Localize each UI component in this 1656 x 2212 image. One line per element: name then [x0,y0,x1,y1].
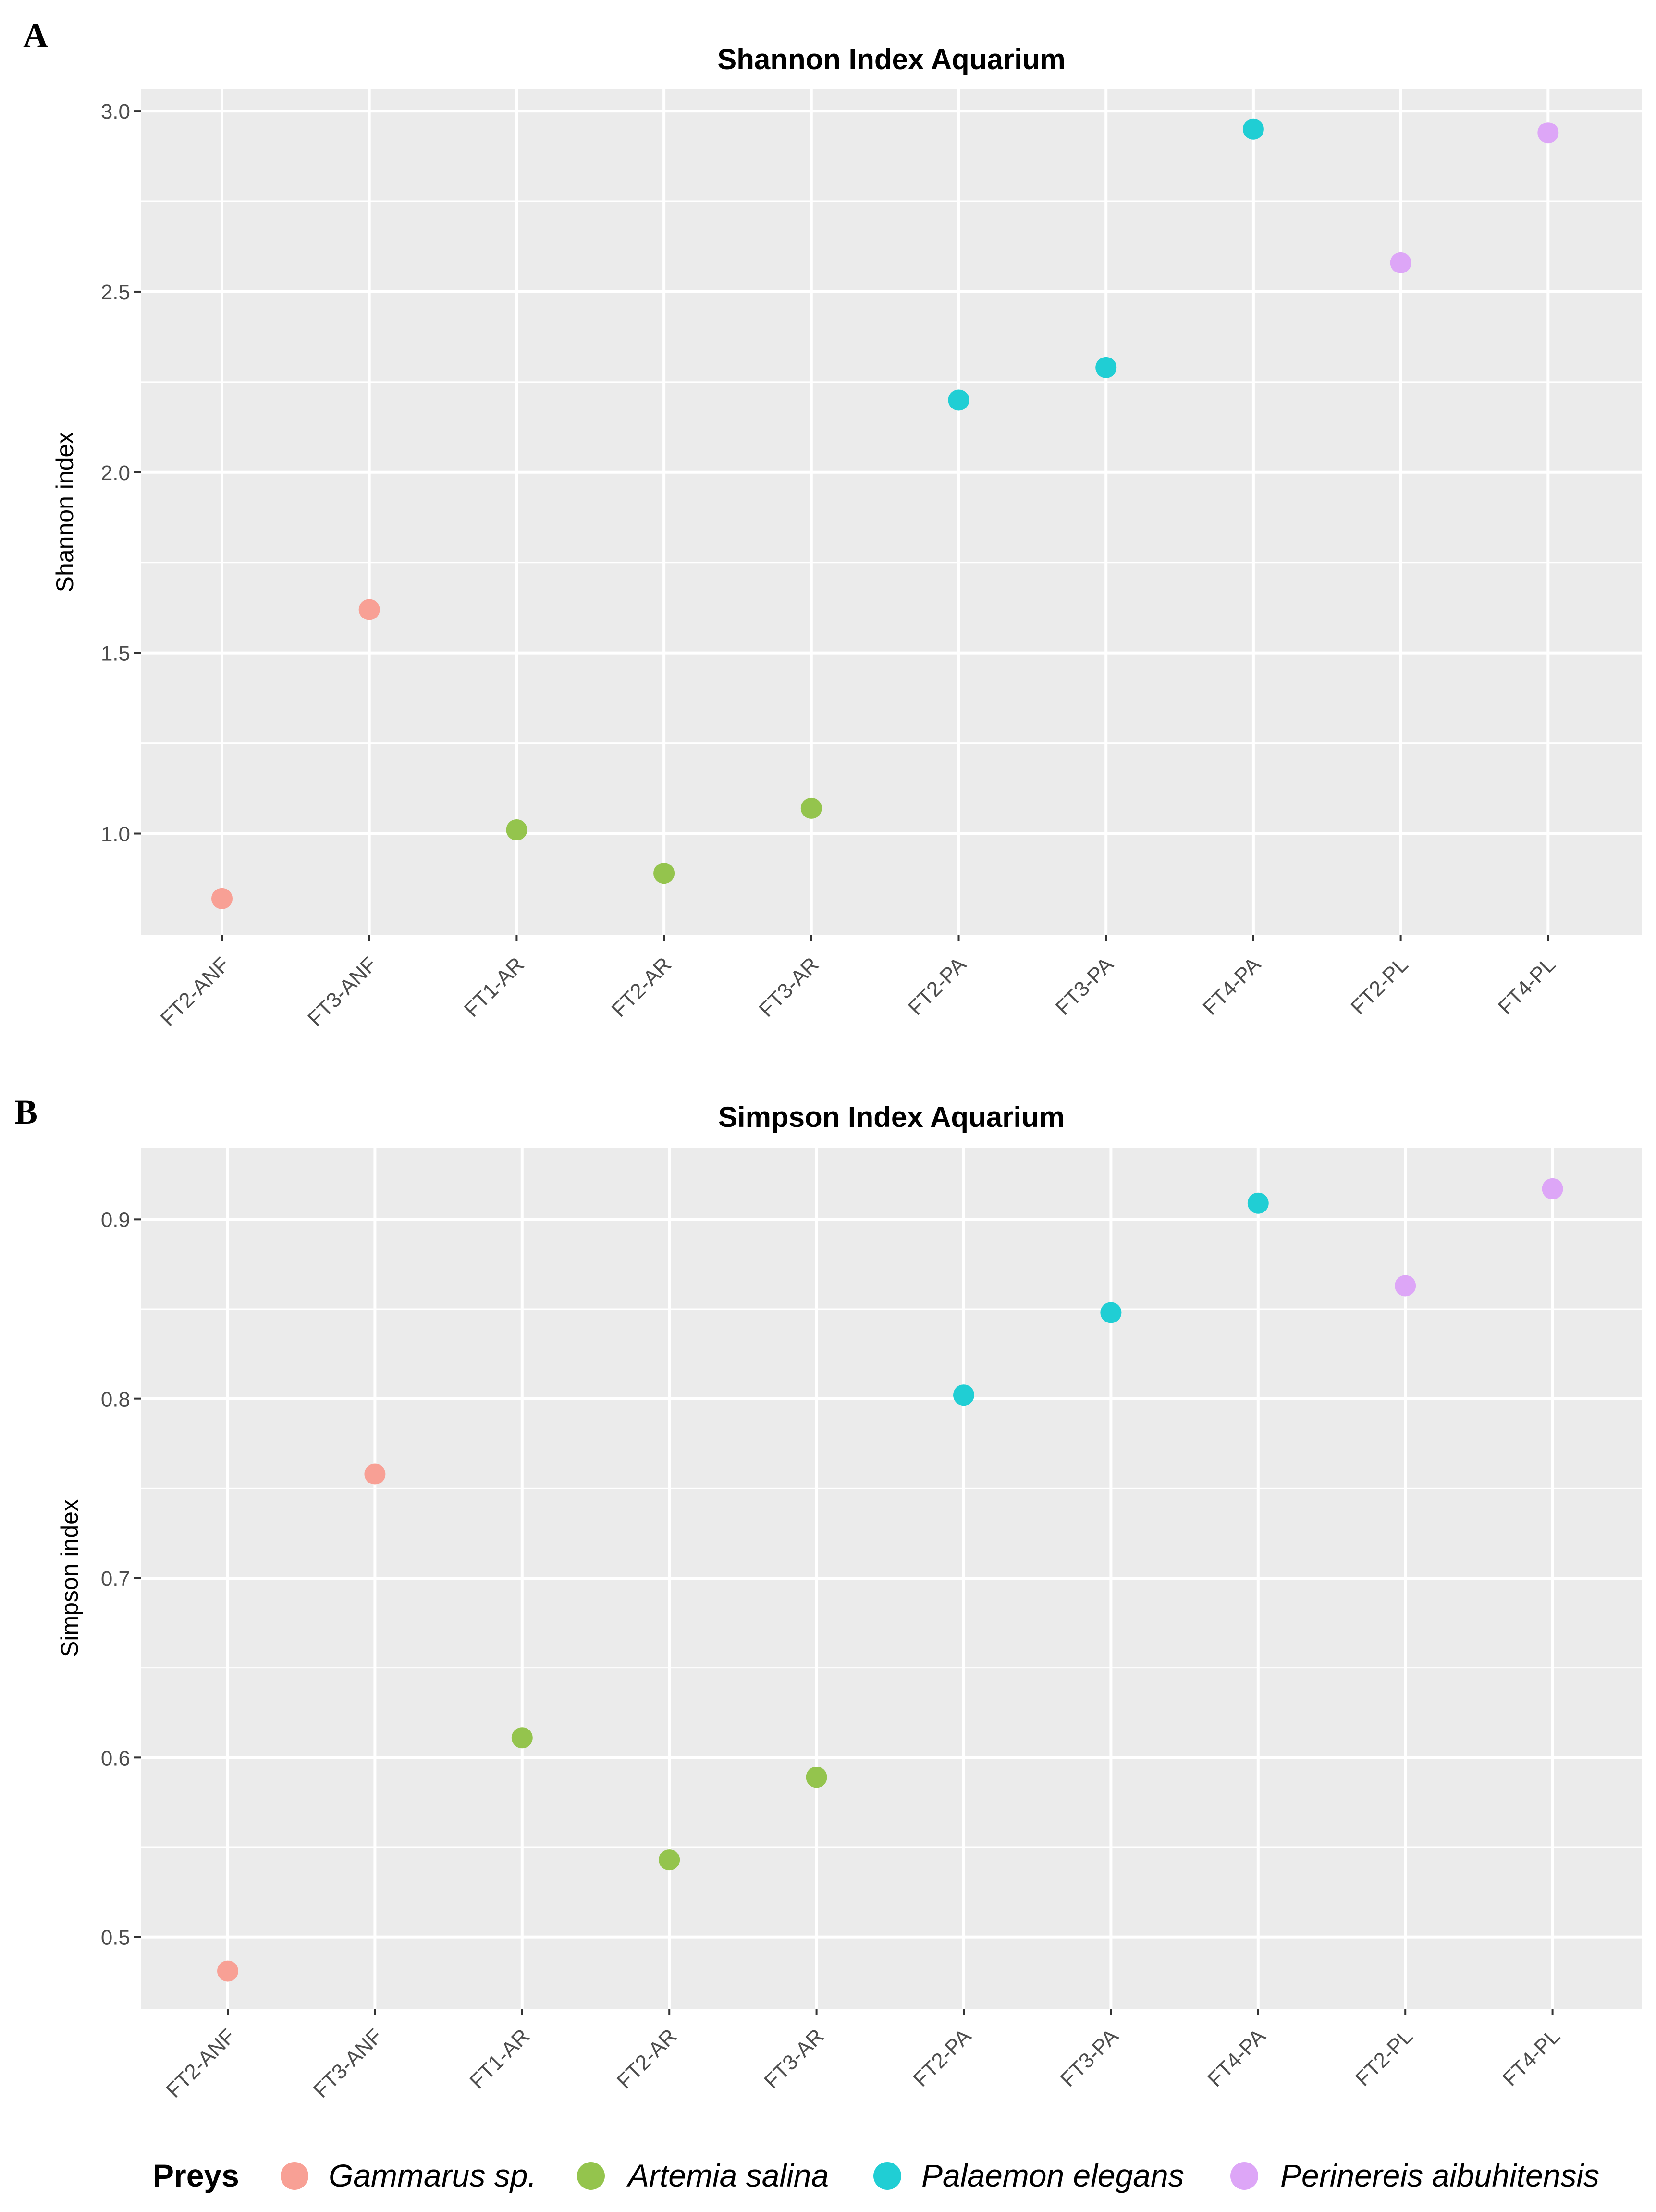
legend-key-gammarus [281,2162,308,2190]
y-tick-label: 0.5 [101,1926,130,1950]
data-point [653,863,675,884]
legend-label-perinereis: Perinereis aibuhitensis [1280,2158,1599,2193]
legend: Preys Gammarus sp. Artemia salina Palaem… [153,2158,1599,2193]
data-point [358,599,380,620]
y-tick-label: 1.5 [101,642,130,666]
data-point [1095,357,1117,378]
legend-key-perinereis [1230,2162,1258,2190]
legend-key-artemia [577,2162,605,2190]
x-tick-label: FT4-PL [1494,952,1560,1019]
data-point [800,797,822,819]
y-tick-label: 3.0 [101,100,130,124]
chart-panel-b: B Simpson Index Aquarium 0.5 0.6 0.7 0.8 0.9 FT… [14,1093,1642,2102]
chart-panel-a: A Shannon Index Aquarium 1.0 1.5 2.0 2.5 3.0 FT… [23,16,1642,1031]
data-point [806,1767,827,1788]
data-point [506,819,527,841]
y-tick-label: 1.0 [101,823,130,846]
chart-title: Simpson Index Aquarium [718,1101,1065,1133]
x-tick-label: FT2-ANF [156,952,234,1031]
y-tick-label: 0.7 [101,1567,130,1591]
data-point [948,389,969,411]
x-tick-label: FT4-PA [1198,952,1265,1020]
legend-label-palaemon: Palaemon elegans [921,2158,1184,2193]
legend-label-artemia: Artemia salina [626,2158,829,2193]
plot-background [141,89,1642,935]
x-tick-label: FT2-PA [909,2024,976,2091]
x-tick-label: FT3-ANF [303,952,381,1031]
x-tick-label: FT2-AR [607,952,676,1022]
x-tick-label: FT1-AR [460,952,529,1022]
legend-key-palaemon [873,2162,901,2190]
x-tick-label: FT3-PA [1056,2024,1123,2091]
data-point [1395,1275,1416,1297]
data-point [1242,118,1264,140]
x-tick-label: FT4-PA [1203,2024,1270,2091]
x-tick-label: FT1-AR [465,2024,534,2093]
data-point [1390,252,1411,273]
chart-panels: A Shannon Index Aquarium 1.0 1.5 2.0 2.5 3.0 FT… [14,16,1642,2102]
y-tick-label: 2.0 [101,461,130,485]
data-point [364,1463,386,1485]
chart-title: Shannon Index Aquarium [717,43,1065,75]
data-point [1537,122,1559,144]
y-tick-label: 0.8 [101,1388,130,1411]
x-tick-label: FT3-AR [754,952,823,1022]
y-axis-label: Simpson index [56,1499,83,1657]
x-tick-label: FT2-PA [904,952,971,1020]
x-tick-label: FT3-PA [1051,952,1118,1020]
data-point [1100,1302,1122,1323]
data-point [217,1960,238,1982]
y-axis-label: Shannon index [51,432,78,593]
x-tick-label: FT4-PL [1498,2024,1564,2090]
x-tick-label: FT3-AR [760,2024,829,2093]
y-tick-label: 2.5 [101,281,130,304]
x-tick-label: FT2-AR [613,2024,682,2093]
panel-letter: B [14,1093,37,1131]
y-tick-label: 0.6 [101,1746,130,1770]
x-tick-label: FT2-PL [1346,952,1412,1019]
y-tick-label: 0.9 [101,1208,130,1232]
legend-label-gammarus: Gammarus sp. [329,2158,537,2193]
panel-letter: A [23,16,48,55]
data-point [659,1849,680,1871]
data-point [511,1727,533,1749]
data-point [211,888,233,909]
x-tick-label: FT3-ANF [309,2024,387,2102]
x-tick-label: FT2-ANF [162,2024,240,2102]
data-point [1247,1192,1269,1214]
data-point [1542,1178,1563,1199]
legend-title: Preys [153,2158,239,2193]
x-tick-label: FT2-PL [1351,2024,1417,2090]
data-point [953,1384,974,1406]
